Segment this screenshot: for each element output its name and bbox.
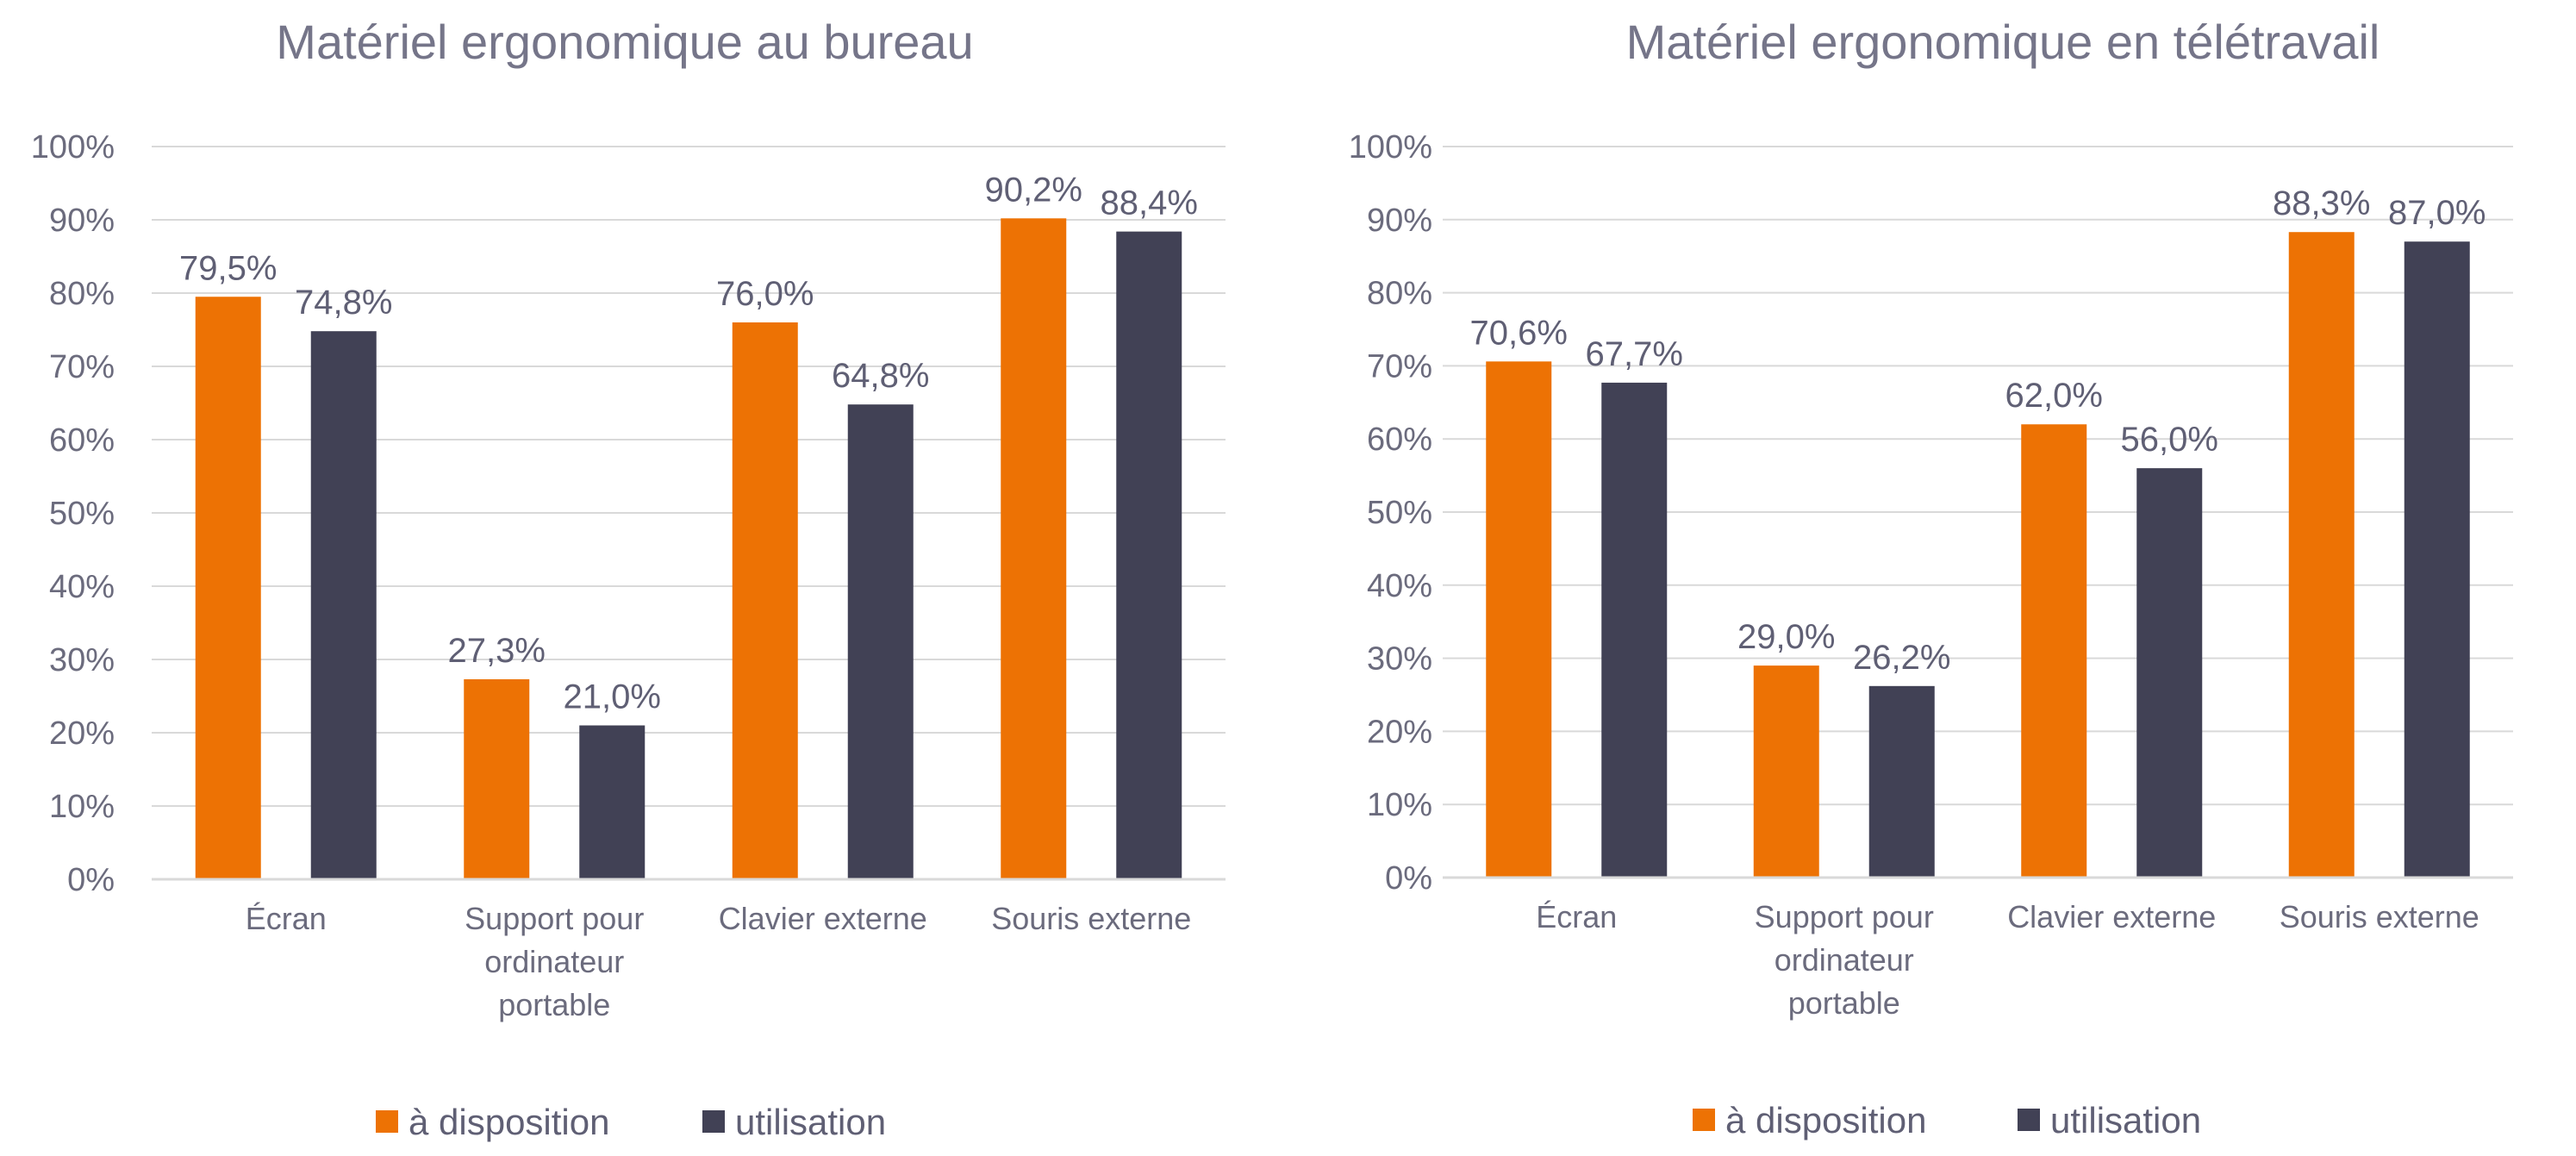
- data-label: 29,0%: [1737, 618, 1835, 656]
- x-category-line: portable: [1788, 985, 1900, 1021]
- legend-label: à disposition: [1725, 1100, 1926, 1140]
- bar: [732, 322, 798, 879]
- x-category-label: Écran: [1536, 899, 1617, 934]
- y-tick-label: 80%: [49, 276, 115, 312]
- y-tick-label: 30%: [49, 642, 115, 678]
- y-tick-label: 30%: [1367, 641, 1432, 678]
- x-category-label: Écran: [246, 901, 327, 936]
- data-label: 67,7%: [1586, 335, 1683, 373]
- y-tick-label: 50%: [49, 496, 115, 532]
- y-tick-label: 10%: [49, 789, 115, 825]
- x-category-label: Support pour ordinateur portable: [465, 901, 644, 1022]
- chart-teletravail: Matériel ergonomique en télétravail 0% 10%…: [1288, 0, 2576, 1156]
- chart-title: Matériel ergonomique au bureau: [276, 15, 973, 69]
- chart-title: Matériel ergonomique en télétravail: [1626, 15, 2380, 69]
- data-label: 70,6%: [1470, 314, 1568, 352]
- x-category-label: Souris externe: [2280, 899, 2479, 934]
- legend-swatch: [702, 1110, 725, 1133]
- y-tick-label: 40%: [49, 569, 115, 605]
- bar: [1868, 685, 1935, 878]
- x-category-line: Écran: [1536, 899, 1617, 934]
- chart-bureau: Matériel ergonomique au bureau 0% 10% 20% 30…: [31, 15, 1226, 1142]
- x-category-line: Écran: [246, 901, 327, 936]
- x-category-line: Clavier externe: [719, 901, 927, 936]
- x-category-line: Clavier externe: [2007, 899, 2216, 934]
- y-tick-label: 60%: [49, 422, 115, 459]
- y-tick-label: 40%: [1367, 568, 1432, 604]
- bar: [310, 331, 377, 879]
- bar: [1753, 665, 1819, 878]
- data-label: 56,0%: [2121, 421, 2218, 459]
- y-tick-label: 70%: [49, 349, 115, 385]
- bar: [1486, 361, 1552, 878]
- data-label: 62,0%: [2005, 377, 2103, 415]
- data-label: 74,8%: [295, 284, 392, 322]
- bar: [2021, 424, 2087, 878]
- legend-label: utilisation: [735, 1102, 886, 1142]
- bar: [579, 725, 646, 879]
- data-label: 27,3%: [448, 632, 546, 670]
- y-tick-label: 90%: [49, 203, 115, 239]
- bar: [2136, 468, 2203, 878]
- bar: [195, 297, 261, 879]
- legend-swatch: [2018, 1109, 2040, 1131]
- chart-bureau-svg: Matériel ergonomique au bureau 0% 10% 20% 30…: [31, 15, 1226, 1142]
- legend-swatch: [376, 1110, 398, 1133]
- data-label: 88,4%: [1101, 184, 1198, 222]
- bar: [1001, 218, 1067, 880]
- y-tick-label: 0%: [1385, 860, 1432, 897]
- legend-label: utilisation: [2050, 1100, 2201, 1140]
- y-tick-label: 50%: [1367, 495, 1432, 531]
- data-label: 90,2%: [985, 171, 1082, 209]
- bar: [847, 404, 914, 879]
- bar: [1601, 382, 1668, 878]
- data-label: 87,0%: [2388, 194, 2486, 232]
- bar: [2288, 232, 2355, 878]
- bar: [2404, 241, 2470, 878]
- data-label: 21,0%: [564, 678, 661, 716]
- data-label: 79,5%: [179, 249, 277, 287]
- x-category-label: Support pour ordinateur portable: [1755, 899, 1934, 1021]
- y-tick-label: 0%: [67, 862, 115, 898]
- y-tick-label: 10%: [1367, 787, 1432, 823]
- y-tick-label: 100%: [1349, 129, 1432, 166]
- y-tick-label: 90%: [1367, 203, 1432, 239]
- x-category-line: ordinateur: [1775, 942, 1914, 978]
- bar: [1116, 231, 1182, 880]
- data-label: 88,3%: [2273, 184, 2370, 222]
- x-category-label: Clavier externe: [719, 901, 927, 936]
- y-tick-label: 100%: [31, 129, 115, 166]
- y-tick-label: 20%: [1367, 714, 1432, 750]
- x-category-line: Souris externe: [2280, 899, 2479, 934]
- y-tick-label: 80%: [1367, 276, 1432, 312]
- bar: [464, 678, 530, 879]
- data-label: 64,8%: [832, 357, 929, 395]
- x-category-line: Support pour: [1755, 899, 1934, 934]
- x-category-label: Souris externe: [991, 901, 1191, 936]
- chart-teletravail-svg: Matériel ergonomique en télétravail 0% 10%…: [1349, 15, 2513, 1140]
- y-tick-label: 60%: [1367, 422, 1432, 458]
- x-category-line: portable: [498, 987, 610, 1022]
- y-tick-label: 70%: [1367, 348, 1432, 384]
- y-tick-label: 20%: [49, 715, 115, 752]
- data-label: 76,0%: [716, 275, 814, 313]
- data-label: 26,2%: [1853, 639, 1950, 677]
- x-category-line: ordinateur: [484, 944, 624, 979]
- x-category-label: Clavier externe: [2007, 899, 2216, 934]
- legend-label: à disposition: [409, 1102, 609, 1142]
- x-category-line: Souris externe: [991, 901, 1191, 936]
- x-category-line: Support pour: [465, 901, 644, 936]
- legend-swatch: [1693, 1109, 1715, 1131]
